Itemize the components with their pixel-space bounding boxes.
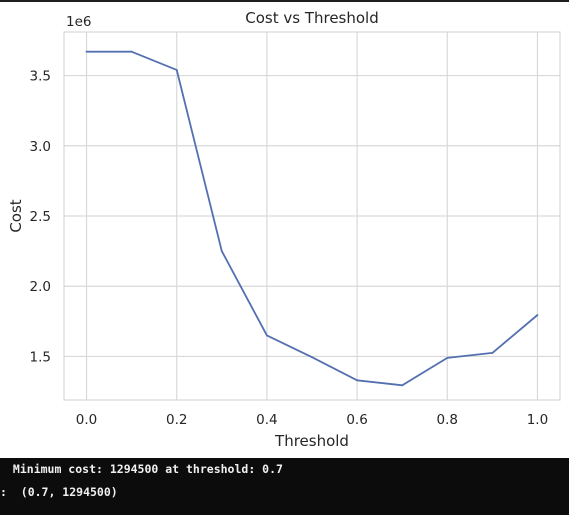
y-tick-label: 3.0 (30, 139, 51, 155)
data-point (266, 334, 268, 337)
console-line-minimum-cost: Minimum cost: 1294500 at threshold: 0.7 (6, 462, 283, 476)
grid-lines (64, 32, 560, 400)
data-point (356, 379, 358, 382)
console-line-result-tuple: : (0.7, 1294500) (0, 485, 118, 499)
x-axis-label: Threshold (274, 432, 349, 450)
console-output: Minimum cost: 1294500 at threshold: 0.7 … (0, 458, 569, 515)
x-tick-label: 0.2 (166, 412, 187, 428)
y-offset-label: 1e6 (66, 14, 91, 30)
data-point (536, 314, 539, 316)
data-point (130, 50, 133, 53)
data-point (220, 250, 223, 253)
tick-labels: 0.0 0.2 0.4 0.6 0.8 1.0 1.5 2.0 2.5 3.0 3.5 (30, 69, 549, 428)
data-point (491, 352, 494, 354)
x-tick-label: 0.8 (437, 412, 458, 428)
y-tick-label: 2.5 (30, 209, 51, 225)
top-border (0, 0, 569, 2)
y-tick-label: 3.5 (30, 69, 51, 85)
y-axis-label: Cost (7, 199, 25, 232)
x-tick-label: 0.4 (256, 412, 277, 428)
x-tick-label: 0.0 (76, 412, 97, 428)
data-point (446, 356, 449, 359)
data-point (85, 50, 88, 53)
data-point (175, 69, 178, 71)
series-layer (85, 50, 539, 387)
data-point (401, 384, 404, 387)
y-tick-label: 2.0 (30, 279, 51, 295)
axes-frame (63, 31, 561, 401)
y-tick-label: 1.5 (30, 349, 51, 365)
chart-title: Cost vs Threshold (245, 9, 379, 27)
cost-threshold-chart: 0.0 0.2 0.4 0.6 0.8 1.0 1.5 2.0 2.5 3.0 3.5 1e6 Co… (7, 9, 561, 450)
x-tick-label: 0.6 (346, 412, 367, 428)
cost-line (86, 50, 539, 387)
x-tick-label: 1.0 (527, 412, 548, 428)
data-point (311, 356, 313, 359)
